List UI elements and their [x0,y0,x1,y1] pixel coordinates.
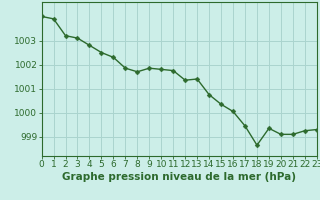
X-axis label: Graphe pression niveau de la mer (hPa): Graphe pression niveau de la mer (hPa) [62,172,296,182]
